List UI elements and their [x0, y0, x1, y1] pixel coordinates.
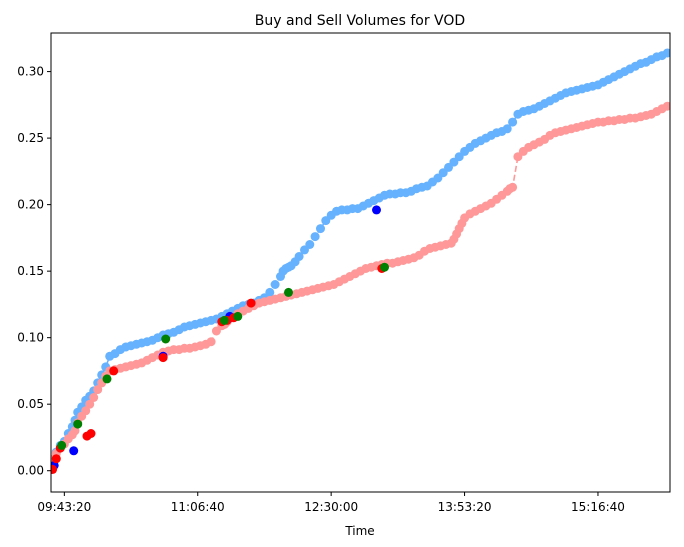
series-0-point	[265, 287, 275, 297]
marker-1-point	[109, 366, 119, 376]
marker-2-point	[233, 311, 243, 321]
marker-0-point	[372, 205, 381, 215]
series-0-point	[294, 252, 304, 261]
marker-1-point	[246, 298, 256, 308]
series-1-point	[93, 385, 103, 395]
marker-layer	[51, 205, 389, 474]
x-tick-label: 09:43:20	[37, 500, 91, 514]
marker-1-point	[51, 454, 61, 464]
marker-0-point	[69, 446, 79, 456]
series-1-point	[662, 101, 670, 111]
series-0-point	[310, 232, 320, 242]
x-axis-label: Time	[344, 524, 374, 538]
marker-1-point	[158, 353, 168, 363]
series-1-point	[89, 393, 99, 402]
x-tick-label: 12:30:00	[304, 500, 358, 514]
x-tick-label: 11:06:40	[171, 500, 225, 514]
series-1-point	[85, 399, 95, 409]
series-1-point	[508, 182, 518, 192]
marker-1-point	[51, 464, 58, 474]
y-tick-label: 0.10	[17, 331, 44, 345]
y-tick-label: 0.25	[17, 131, 44, 145]
marker-2-point	[284, 287, 293, 297]
series-layer	[51, 48, 670, 472]
chart-title: Buy and Sell Volumes for VOD	[255, 13, 465, 29]
series-0-point	[508, 117, 518, 127]
marker-2-point	[161, 334, 171, 344]
x-tick-label: 13:53:20	[438, 500, 492, 514]
marker-2-point	[380, 262, 389, 272]
y-tick-label: 0.30	[17, 65, 44, 79]
series-0-point	[502, 124, 512, 134]
plot-frame	[50, 32, 671, 493]
marker-2-point	[57, 440, 67, 450]
marker-2-point	[219, 315, 229, 325]
y-tick-label: 0.05	[17, 397, 44, 411]
series-0-point	[662, 48, 670, 58]
y-tick-label: 0.15	[17, 264, 44, 278]
y-axis: 0.00 0.05 0.10 0.15 0.20 0.25 0.30	[17, 65, 51, 478]
marker-1-point	[86, 429, 96, 438]
series-1-point	[81, 406, 91, 416]
series-0-point	[305, 240, 315, 249]
series-0-point	[270, 280, 280, 289]
y-tick-label: 0.00	[17, 464, 44, 478]
x-tick-label: 15:16:40	[571, 500, 625, 514]
x-axis: 09:43:20 11:06:40 12:30:00 13:53:20 15:16:40	[37, 492, 625, 514]
series-1-point	[206, 337, 216, 347]
marker-2-point	[73, 419, 83, 429]
y-tick-label: 0.20	[17, 198, 44, 212]
marker-2-point	[102, 374, 112, 384]
series-0-point	[316, 224, 325, 234]
